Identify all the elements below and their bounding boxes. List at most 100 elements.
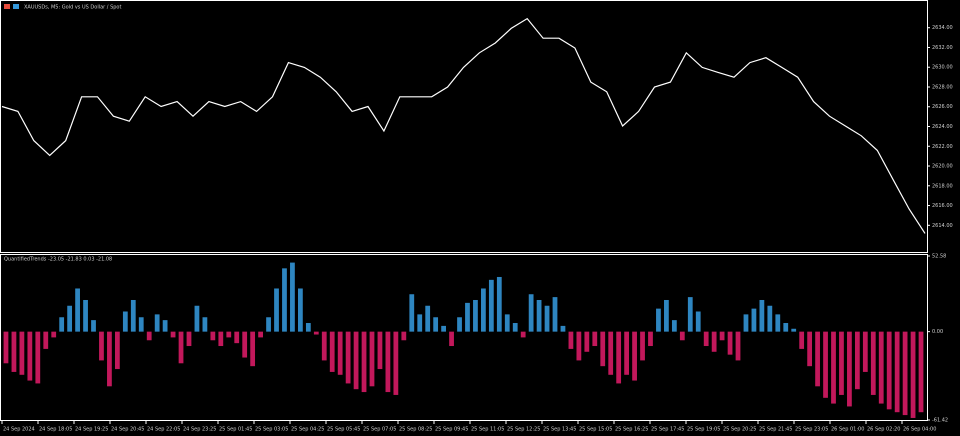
histogram-bar <box>19 331 25 375</box>
symbol-icon <box>4 4 10 9</box>
histogram-bar <box>584 331 590 352</box>
histogram-bar <box>592 331 598 347</box>
y-tick-label: 2632.00 <box>932 45 953 51</box>
histogram-bar <box>51 331 57 338</box>
histogram-bar <box>457 317 462 332</box>
histogram-bar <box>43 331 49 349</box>
histogram-bar <box>305 323 311 332</box>
histogram-bar <box>743 314 749 332</box>
histogram-bar <box>329 331 335 372</box>
histogram-bar <box>441 325 446 332</box>
time-label: 25 Sep 07:05 <box>363 427 396 433</box>
histogram-bar <box>35 331 41 384</box>
histogram-bar <box>361 331 367 393</box>
histogram-bar <box>409 294 415 332</box>
histogram-bar <box>67 305 73 332</box>
y-tick-label: 2634.00 <box>932 25 953 31</box>
histogram-bar <box>473 299 478 332</box>
histogram-bar <box>433 317 439 332</box>
time-label: 25 Sep 23:05 <box>795 427 828 433</box>
histogram-bar <box>250 331 256 367</box>
histogram-bar <box>894 331 900 413</box>
indicator-panel <box>0 254 928 421</box>
y-tick-label: -61.42 <box>932 418 948 424</box>
histogram-bar <box>401 331 407 341</box>
histogram-bar <box>202 317 208 332</box>
histogram-bar <box>767 305 773 332</box>
histogram-bar <box>520 331 526 338</box>
histogram-bar <box>210 331 216 341</box>
histogram-bar <box>886 331 892 410</box>
histogram-bar <box>600 331 606 367</box>
time-label: 25 Sep 16:25 <box>615 427 648 433</box>
histogram-bar <box>107 331 112 387</box>
histogram-bar <box>918 331 924 413</box>
histogram-bar <box>385 331 391 393</box>
histogram-bar <box>282 268 287 332</box>
time-label: 24 Sep 19:25 <box>75 427 108 433</box>
histogram-bar <box>3 331 9 364</box>
time-label: 25 Sep 08:25 <box>399 427 432 433</box>
histogram-bar <box>178 331 184 364</box>
histogram-bar <box>377 331 383 370</box>
time-label: 25 Sep 20:25 <box>723 427 756 433</box>
time-label: 24 Sep 23:25 <box>183 427 216 433</box>
chart-icon <box>13 4 19 9</box>
histogram-bar <box>656 308 661 332</box>
histogram-bar <box>337 331 343 375</box>
histogram-bar <box>496 276 502 332</box>
histogram-bar <box>313 331 319 335</box>
histogram-bar <box>138 317 144 332</box>
time-label: 24 Sep 22:05 <box>147 427 180 433</box>
histogram-bar <box>847 331 852 407</box>
histogram-bar <box>703 331 709 347</box>
histogram-bar <box>862 331 868 372</box>
histogram-bar <box>910 331 916 418</box>
time-label: 24 Sep 2024 <box>3 427 35 433</box>
histogram-bar <box>719 331 725 341</box>
histogram-bar <box>870 331 876 395</box>
time-label: 25 Sep 19:05 <box>687 427 720 433</box>
histogram-bar <box>488 279 494 332</box>
histogram-bar <box>775 314 781 332</box>
histogram-bar <box>345 331 351 384</box>
histogram-bar <box>290 262 295 332</box>
time-label: 25 Sep 05:45 <box>327 427 360 433</box>
histogram-bar <box>154 314 160 332</box>
histogram-bar <box>465 302 470 332</box>
histogram-bar <box>146 331 152 341</box>
histogram-bar <box>528 294 534 332</box>
histogram-bar <box>11 331 17 372</box>
histogram-bar <box>114 331 120 370</box>
histogram-bar <box>75 288 80 332</box>
time-label: 25 Sep 11:05 <box>471 427 504 433</box>
y-tick-label: 52.58 <box>932 254 946 260</box>
histogram-bar <box>807 331 813 367</box>
histogram-bar <box>122 311 128 332</box>
price-line <box>1 17 926 234</box>
histogram-bar <box>234 331 240 344</box>
histogram-bar <box>791 328 797 332</box>
histogram-bar <box>624 331 630 375</box>
histogram-bar <box>783 323 789 332</box>
histogram-bar <box>194 305 200 332</box>
y-tick-label: 2626.00 <box>932 104 953 110</box>
histogram-bar <box>258 331 263 338</box>
histogram-bar <box>186 331 192 347</box>
histogram-bar <box>632 331 637 381</box>
histogram-bar <box>226 331 232 338</box>
histogram-bar <box>568 331 574 349</box>
histogram-bar <box>218 331 224 347</box>
histogram-bar <box>536 299 542 332</box>
histogram-bar <box>417 314 423 332</box>
histogram-bar <box>27 331 33 381</box>
histogram-bar <box>99 331 104 361</box>
histogram-bar <box>799 331 805 349</box>
histogram-bar <box>544 305 550 332</box>
histogram-bar <box>823 331 828 398</box>
histogram-bar <box>560 325 566 332</box>
time-label: 25 Sep 21:45 <box>759 427 792 433</box>
histogram-bar <box>91 320 96 332</box>
histogram-bar <box>640 331 645 361</box>
y-tick-label: 2616.00 <box>932 203 953 209</box>
